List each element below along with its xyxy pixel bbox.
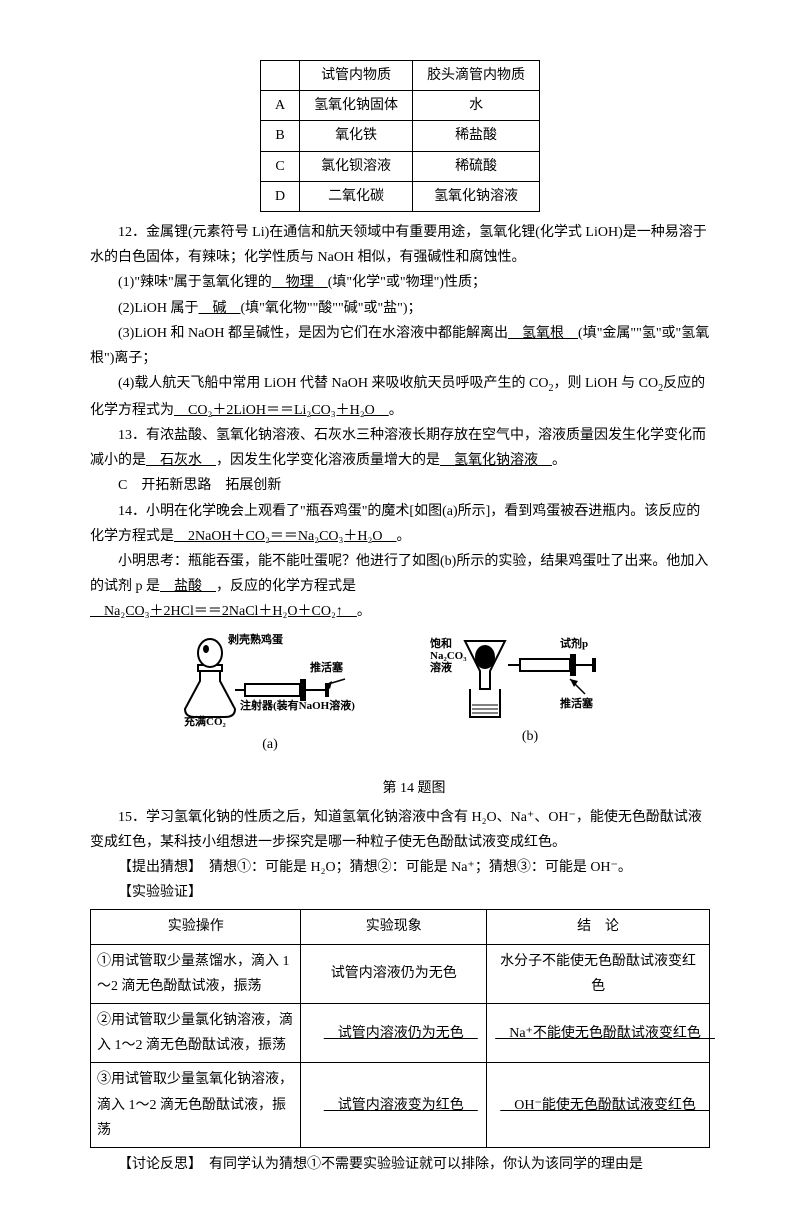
th-tube: 试管内物质 bbox=[300, 61, 413, 91]
lbl-sol3: 溶液 bbox=[430, 660, 453, 674]
ph3: 试管内溶液变为红色 bbox=[301, 1063, 487, 1148]
q12-2: (2)LiOH 属于 碱 (填"氧化物""酸""碱"或"盐")； bbox=[90, 296, 710, 321]
th-conc: 结 论 bbox=[487, 910, 710, 944]
q12-3: (3)LiOH 和 NaOH 都呈碱性，是因为它们在水溶液中都能解离出 氢氧根 … bbox=[90, 321, 710, 371]
experiment-table: 实验操作 实验现象 结 论 ①用试管取少量蒸馏水，滴入 1～2 滴无色酚酞试液，… bbox=[90, 909, 710, 1148]
section-c: C 开拓新思路 拓展创新 bbox=[90, 473, 710, 498]
q12-intro: 12．金属锂(元素符号 Li)在通信和航天领域中有重要用途，氢氧化锂(化学式 L… bbox=[90, 220, 710, 270]
th-dropper: 胶头滴管内物质 bbox=[413, 61, 540, 91]
q14-eq: Na₂CO₃＋2HCl＝＝2NaCl＋H₂O＋CO₂↑ 。 bbox=[90, 599, 710, 624]
cell: 氢氧化钠溶液 bbox=[413, 181, 540, 211]
cell: 二氧化碳 bbox=[300, 181, 413, 211]
co1: 水分子不能使无色酚酞试液变红色 bbox=[487, 944, 710, 1003]
caption-a: (a) bbox=[170, 732, 370, 757]
q14-a: 14．小明在化学晚会上观看了"瓶吞鸡蛋"的魔术[如图(a)所示]，看到鸡蛋被吞进… bbox=[90, 499, 710, 549]
discuss: 【讨论反思】 有同学认为猜想①不需要实验验证就可以排除，你认为该同学的理由是 bbox=[90, 1152, 710, 1177]
lbl-egg: 剥壳熟鸡蛋 bbox=[228, 632, 284, 646]
cell: C bbox=[260, 151, 299, 181]
q12-4: (4)载人航天飞船中常用 LiOH 代替 NaOH 来吸收航天员呼吸产生的 CO… bbox=[90, 371, 710, 423]
lbl-sol2: Na₂CO₃ bbox=[430, 650, 467, 662]
cell: 氯化钡溶液 bbox=[300, 151, 413, 181]
q13: 13．有浓盐酸、氢氧化钠溶液、石灰水三种溶液长期存放在空气中，溶液质量因发生化学… bbox=[90, 423, 710, 473]
q15-verify: 【实验验证】 bbox=[90, 880, 710, 905]
lbl-sol1: 饱和 bbox=[430, 636, 452, 650]
cell: 稀盐酸 bbox=[413, 121, 540, 151]
q15-intro: 15．学习氢氧化钠的性质之后，知道氢氧化钠溶液中含有 H₂O、Na⁺、OH⁻，能… bbox=[90, 805, 710, 855]
q12-1: (1)"辣味"属于氢氧化锂的 物理 (填"化学"或"物理")性质； bbox=[90, 270, 710, 295]
th-phen: 实验现象 bbox=[301, 910, 487, 944]
lbl-syringe: 注射器(装有NaOH溶液) bbox=[240, 698, 355, 712]
diagram-a: 剥壳熟鸡蛋 推活塞 注射器(装有NaOH溶液) 充满CO₂ (a) bbox=[170, 629, 370, 758]
q15-guess: 【提出猜想】 猜想①：可能是 H₂O；猜想②：可能是 Na⁺；猜想③：可能是 O… bbox=[90, 855, 710, 880]
diagram-row: 剥壳熟鸡蛋 推活塞 注射器(装有NaOH溶液) 充满CO₂ (a) bbox=[90, 629, 710, 758]
lbl-reagent: 试剂p bbox=[560, 636, 588, 650]
cell: B bbox=[260, 121, 299, 151]
co2: Na⁺不能使无色酚酞试液变红色 bbox=[487, 1004, 710, 1063]
diagram-title: 第 14 题图 bbox=[90, 776, 710, 801]
th-blank bbox=[260, 61, 299, 91]
op1: ①用试管取少量蒸馏水，滴入 1～2 滴无色酚酞试液，振荡 bbox=[91, 944, 301, 1003]
op3: ③用试管取少量氢氧化钠溶液，滴入 1～2 滴无色酚酞试液，振荡 bbox=[91, 1063, 301, 1148]
cell: 氢氧化钠固体 bbox=[300, 91, 413, 121]
co3: OH⁻能使无色酚酞试液变红色 bbox=[487, 1063, 710, 1148]
cell: 稀硫酸 bbox=[413, 151, 540, 181]
q14-c: 小明思考：瓶能吞蛋，能不能吐蛋呢？他进行了如图(b)所示的实验，结果鸡蛋吐了出来… bbox=[90, 549, 710, 599]
th-op: 实验操作 bbox=[91, 910, 301, 944]
flask-egg-icon: 剥壳熟鸡蛋 推活塞 注射器(装有NaOH溶液) bbox=[170, 629, 370, 719]
cell: D bbox=[260, 181, 299, 211]
cell: A bbox=[260, 91, 299, 121]
op2: ②用试管取少量氯化钠溶液，滴入 1～2 滴无色酚酞试液，振荡 bbox=[91, 1004, 301, 1063]
diagram-b: 饱和 Na₂CO₃ 溶液 试剂p 推活塞 (b) bbox=[430, 629, 630, 758]
ph2: 试管内溶液仍为无色 bbox=[301, 1004, 487, 1063]
caption-b: (b) bbox=[430, 724, 630, 749]
ph1: 试管内溶液仍为无色 bbox=[301, 944, 487, 1003]
lbl-flask: 充满CO₂ bbox=[184, 713, 370, 733]
materials-table: 试管内物质 胶头滴管内物质 A氢氧化钠固体水 B氧化铁稀盐酸 C氯化钡溶液稀硫酸… bbox=[260, 60, 540, 212]
cell: 氧化铁 bbox=[300, 121, 413, 151]
lbl-plunger-b: 推活塞 bbox=[560, 696, 594, 710]
cell: 水 bbox=[413, 91, 540, 121]
funnel-icon: 饱和 Na₂CO₃ 溶液 试剂p 推活塞 bbox=[430, 629, 630, 724]
lbl-plunger: 推活塞 bbox=[310, 660, 344, 674]
